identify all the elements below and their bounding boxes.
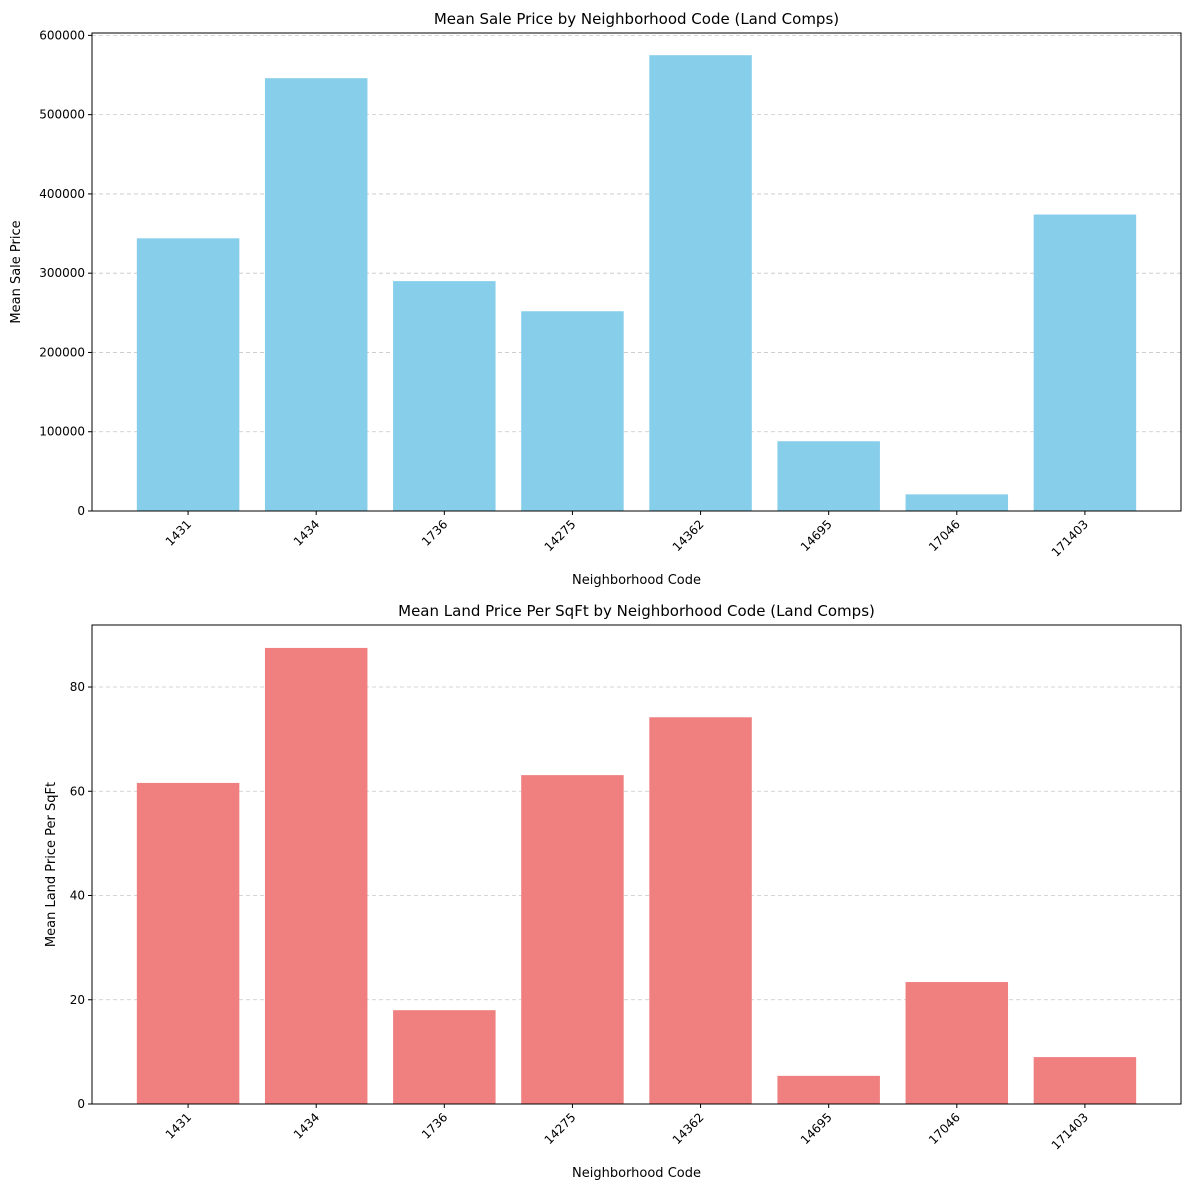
bar-1431 <box>136 238 240 511</box>
y-tick-label: 600000 <box>39 28 85 42</box>
bar-14695 <box>777 1075 880 1104</box>
bar-1736 <box>393 281 496 511</box>
y-tick-label: 500000 <box>39 108 85 122</box>
bar-1736 <box>393 1010 496 1104</box>
bar-171403 <box>1033 1057 1137 1104</box>
x-tick-label: 1431 <box>163 517 194 548</box>
y-tick-label: 80 <box>70 680 85 694</box>
x-tick-label: 14275 <box>542 1110 579 1147</box>
chart-title: Mean Land Price Per SqFt by Neighborhood… <box>398 602 875 620</box>
x-tick-label: 14695 <box>798 1110 835 1147</box>
y-tick-label: 300000 <box>39 266 85 280</box>
x-tick-label: 1434 <box>291 1110 322 1141</box>
x-tick-label: 14362 <box>670 1110 707 1147</box>
plot-frame <box>91 32 1182 512</box>
x-tick-label: 17046 <box>926 517 963 554</box>
x-tick-label: 1736 <box>419 1110 450 1141</box>
bar-14362 <box>649 55 752 512</box>
x-tick-label: 171403 <box>1049 517 1091 559</box>
bar-1434 <box>264 647 368 1104</box>
x-tick-label: 14275 <box>542 517 579 554</box>
bar-14275 <box>521 775 624 1104</box>
bar-1434 <box>264 78 368 511</box>
y-tick-label: 60 <box>70 784 85 798</box>
y-tick-label: 40 <box>70 889 85 903</box>
y-tick-label: 400000 <box>39 187 85 201</box>
y-tick-label: 200000 <box>39 345 85 359</box>
x-tick-label: 17046 <box>926 1110 963 1147</box>
x-tick-label: 171403 <box>1049 1110 1091 1152</box>
x-axis-label: Neighborhood Code <box>572 573 701 588</box>
bar-14695 <box>777 441 880 511</box>
y-tick-label: 100000 <box>39 425 85 439</box>
y-tick-label: 0 <box>77 504 85 518</box>
x-tick-label: 1431 <box>163 1110 194 1141</box>
y-axis-label: Mean Sale Price <box>9 220 24 323</box>
chart-title: Mean Sale Price by Neighborhood Code (La… <box>434 10 839 28</box>
x-tick-label: 1434 <box>291 517 322 548</box>
bar-171403 <box>1033 214 1137 511</box>
bar-1431 <box>136 782 240 1104</box>
x-tick-label: 14362 <box>670 517 707 554</box>
bar-17046 <box>905 982 1009 1104</box>
plot-frame <box>91 624 1182 1105</box>
bar-17046 <box>905 494 1009 511</box>
y-tick-label: 0 <box>77 1097 85 1111</box>
x-tick-label: 14695 <box>798 517 835 554</box>
y-axis-label: Mean Land Price Per SqFt <box>44 782 59 947</box>
x-axis-label: Neighborhood Code <box>572 1166 701 1181</box>
bar-14362 <box>649 717 752 1104</box>
bar-14275 <box>521 311 624 511</box>
x-tick-label: 1736 <box>419 517 450 548</box>
y-tick-label: 20 <box>70 993 85 1007</box>
